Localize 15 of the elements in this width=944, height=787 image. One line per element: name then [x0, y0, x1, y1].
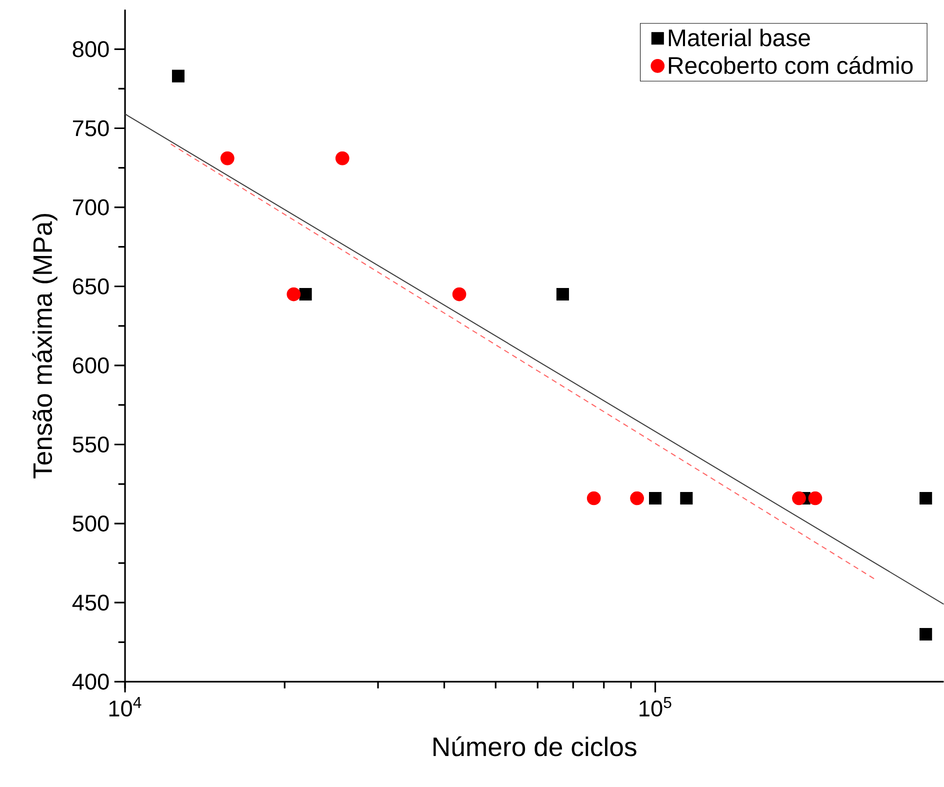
y-tick-label: 700: [73, 199, 109, 216]
y-tick-label: 750: [73, 120, 109, 136]
y-tick-label: 650: [73, 278, 109, 295]
legend-label: Material base: [668, 28, 810, 46]
y-tick-label: 550: [72, 436, 109, 453]
y-tick-label: 600: [73, 358, 109, 374]
y-tick-label: 800: [72, 41, 109, 58]
x-tick-label: 10$^{4}$: [109, 697, 142, 717]
x-axis-title: Número de ciclos: [434, 736, 636, 756]
y-tick-label: 450: [72, 594, 109, 611]
y-tick-label: 400: [72, 674, 109, 690]
y-axis-title: Tensão máxima (MPa): [32, 214, 58, 479]
legend-label: Recoberto com cádmio: [668, 56, 913, 74]
y-tick-label: 500: [72, 516, 109, 532]
x-tick-label: 10$^{5}$: [640, 697, 672, 717]
